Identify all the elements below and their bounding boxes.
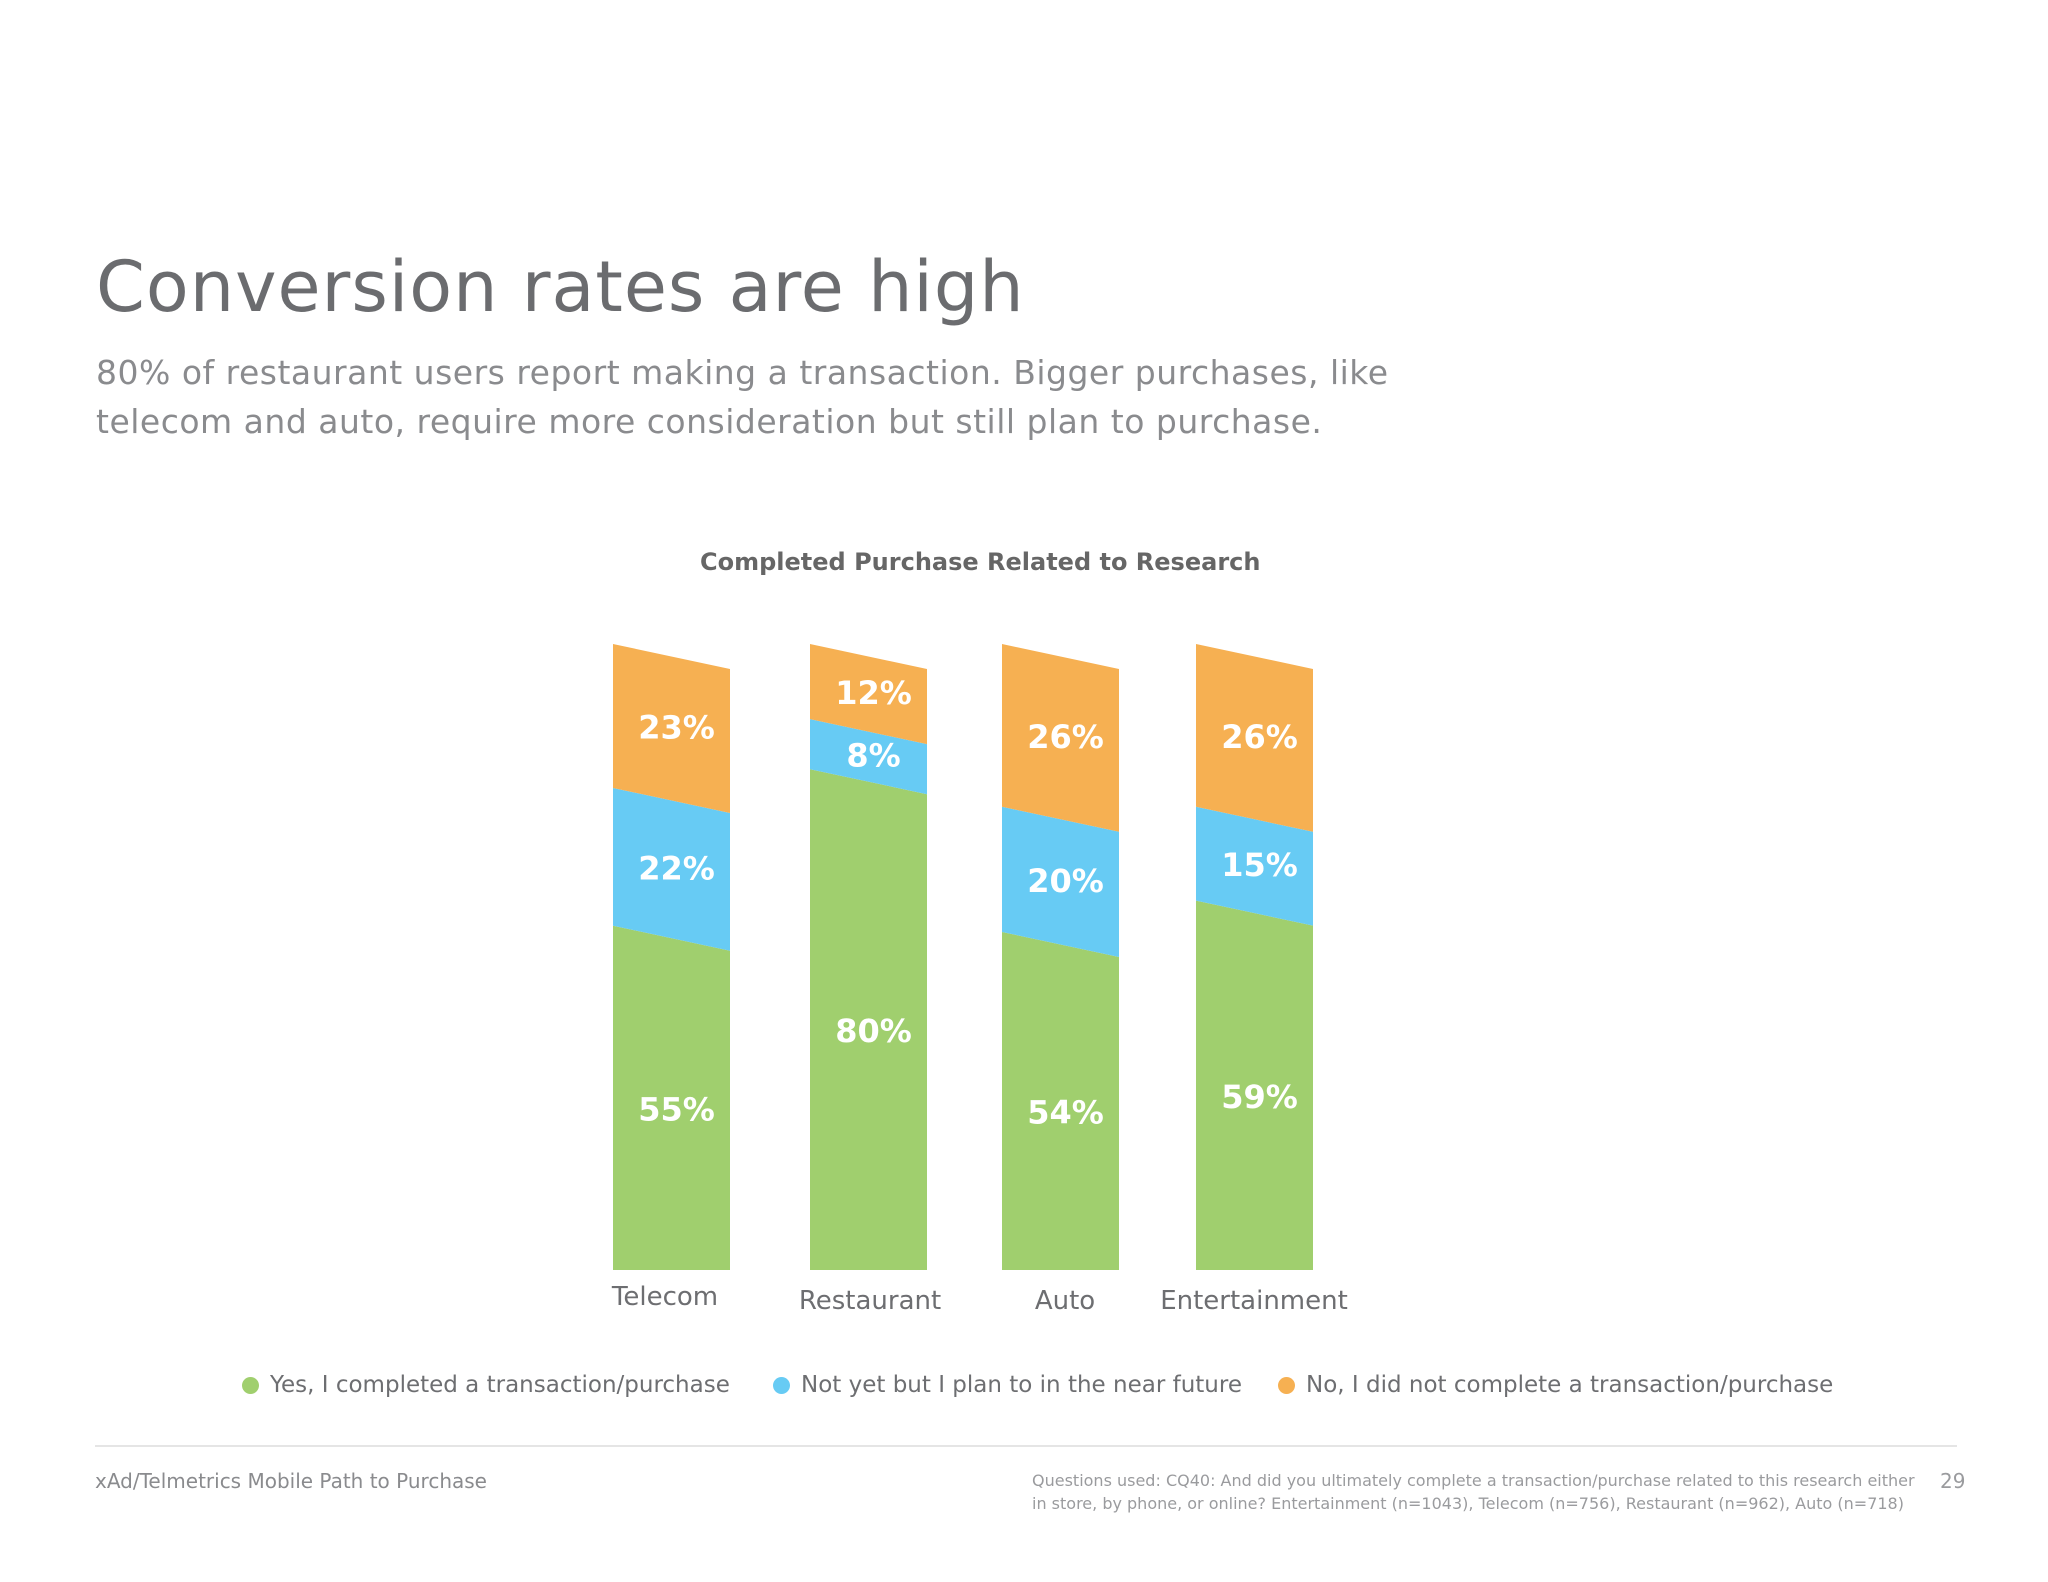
subtitle-line-1: 80% of restaurant users report making a …	[96, 353, 1389, 392]
page-number: 29	[1940, 1469, 1966, 1493]
legend-label-completed: Yes, I completed a transaction/purchase	[270, 1372, 730, 1398]
bar-segment-restaurant-not-completed	[810, 644, 927, 745]
data-label-telecom-completed: 55%	[638, 1090, 715, 1128]
page-title: Conversion rates are high	[96, 246, 1025, 328]
legend-item-completed: Yes, I completed a transaction/purchase	[242, 1372, 730, 1398]
legend-dot-not-completed	[1278, 1376, 1295, 1394]
subtitle-line-2: telecom and auto, require more considera…	[96, 402, 1323, 441]
bar-segment-auto-not-completed	[1002, 644, 1119, 832]
data-label-telecom-not-completed: 23%	[638, 708, 715, 746]
chart-title: Completed Purchase Related to Research	[700, 548, 1261, 576]
data-label-entertainment-completed: 59%	[1221, 1078, 1298, 1116]
data-label-entertainment-not-completed: 26%	[1221, 718, 1298, 756]
data-label-restaurant-not-completed: 12%	[835, 674, 912, 712]
footer-note-line-2: in store, by phone, or online? Entertain…	[1032, 1494, 1904, 1513]
footer-note-line-1: Questions used: CQ40: And did you ultima…	[1032, 1471, 1915, 1490]
data-label-restaurant-completed: 80%	[835, 1012, 912, 1050]
data-label-restaurant-plan: 8%	[846, 737, 900, 775]
category-label-telecom: Telecom	[611, 1282, 718, 1312]
legend-label-not-completed: No, I did not complete a transaction/pur…	[1306, 1372, 1834, 1398]
footer-divider	[95, 1445, 1957, 1447]
legend-dot-plan	[773, 1376, 790, 1394]
data-label-auto-plan: 20%	[1027, 862, 1104, 900]
bar-segment-telecom-completed	[613, 925, 730, 1270]
bar-segment-auto-plan	[1002, 806, 1119, 957]
legend-label-plan: Not yet but I plan to in the near future	[801, 1372, 1242, 1398]
bar-segment-restaurant-plan	[810, 719, 927, 795]
bar-segment-entertainment-plan	[1196, 806, 1313, 926]
footer-source: xAd/Telmetrics Mobile Path to Purchase	[95, 1469, 487, 1493]
data-label-entertainment-plan: 15%	[1221, 846, 1298, 884]
bar-segment-restaurant-completed	[810, 769, 927, 1270]
bar-segment-telecom-not-completed	[613, 644, 730, 813]
footer-note: Questions used: CQ40: And did you ultima…	[1032, 1469, 1922, 1515]
bar-segment-auto-completed	[1002, 931, 1119, 1270]
category-label-restaurant: Restaurant	[799, 1286, 941, 1316]
data-label-auto-completed: 54%	[1027, 1093, 1104, 1131]
data-label-telecom-plan: 22%	[638, 849, 715, 887]
bar-segment-entertainment-not-completed	[1196, 644, 1313, 832]
legend-item-not-completed: No, I did not complete a transaction/pur…	[1278, 1372, 1833, 1398]
category-label-auto: Auto	[1035, 1286, 1095, 1316]
legend-item-plan: Not yet but I plan to in the near future	[773, 1372, 1242, 1398]
category-label-entertainment: Entertainment	[1160, 1286, 1348, 1316]
bar-segment-telecom-plan	[613, 787, 730, 951]
bar-segment-entertainment-completed	[1196, 900, 1313, 1270]
legend-dot-completed	[242, 1376, 259, 1394]
data-label-auto-not-completed: 26%	[1027, 718, 1104, 756]
